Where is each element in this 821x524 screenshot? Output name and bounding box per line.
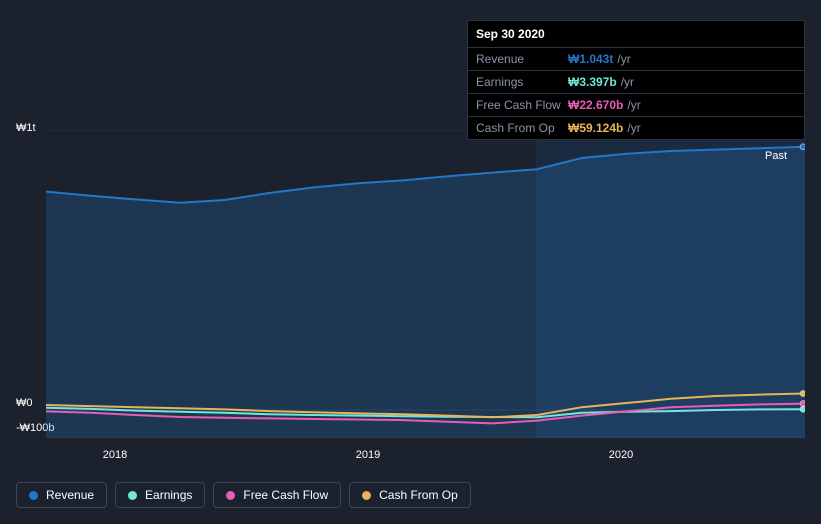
legend-item-cash-from-op[interactable]: Cash From Op <box>349 482 471 508</box>
legend-item-label: Earnings <box>145 488 192 502</box>
x-tick-2020: 2020 <box>609 449 633 461</box>
tooltip-row: Cash From Op₩59.124b/yr <box>468 117 804 139</box>
tooltip-row-label: Earnings <box>476 75 568 89</box>
legend-item-label: Free Cash Flow <box>243 488 328 502</box>
legend-item-label: Revenue <box>46 488 94 502</box>
y-tick-1t: ₩1t <box>16 122 36 134</box>
tooltip-row-value: ₩1.043t <box>568 52 613 66</box>
legend-swatch-icon <box>362 491 371 500</box>
legend-item-revenue[interactable]: Revenue <box>16 482 107 508</box>
tooltip-row-value: ₩3.397b <box>568 75 617 89</box>
tooltip-row-label: Cash From Op <box>476 121 568 135</box>
chart-tooltip: Sep 30 2020 Revenue₩1.043t/yrEarnings₩3.… <box>467 20 805 140</box>
past-label: Past <box>765 150 787 162</box>
tooltip-row-unit: /yr <box>627 98 640 112</box>
chart-svg <box>46 130 805 438</box>
x-tick-2018: 2018 <box>103 449 127 461</box>
legend-swatch-icon <box>226 491 235 500</box>
x-tick-2019: 2019 <box>356 449 380 461</box>
tooltip-row: Earnings₩3.397b/yr <box>468 71 804 94</box>
legend-swatch-icon <box>29 491 38 500</box>
legend-item-earnings[interactable]: Earnings <box>115 482 205 508</box>
chart-legend: Revenue Earnings Free Cash Flow Cash From O… <box>16 482 471 508</box>
legend-item-label: Cash From Op <box>379 488 458 502</box>
y-tick-0: ₩0 <box>16 397 33 409</box>
tooltip-row-unit: /yr <box>627 121 640 135</box>
tooltip-row-value: ₩59.124b <box>568 121 623 135</box>
tooltip-row-value: ₩22.670b <box>568 98 623 112</box>
tooltip-row-label: Free Cash Flow <box>476 98 568 112</box>
tooltip-date: Sep 30 2020 <box>468 21 804 48</box>
tooltip-row-unit: /yr <box>621 75 634 89</box>
financial-chart: Sep 30 2020 Revenue₩1.043t/yrEarnings₩3.… <box>16 0 805 508</box>
tooltip-row: Free Cash Flow₩22.670b/yr <box>468 94 804 117</box>
plot-area[interactable] <box>46 130 805 438</box>
legend-swatch-icon <box>128 491 137 500</box>
legend-item-free-cash-flow[interactable]: Free Cash Flow <box>213 482 341 508</box>
tooltip-row-label: Revenue <box>476 52 568 66</box>
tooltip-row: Revenue₩1.043t/yr <box>468 48 804 71</box>
tooltip-row-unit: /yr <box>617 52 630 66</box>
